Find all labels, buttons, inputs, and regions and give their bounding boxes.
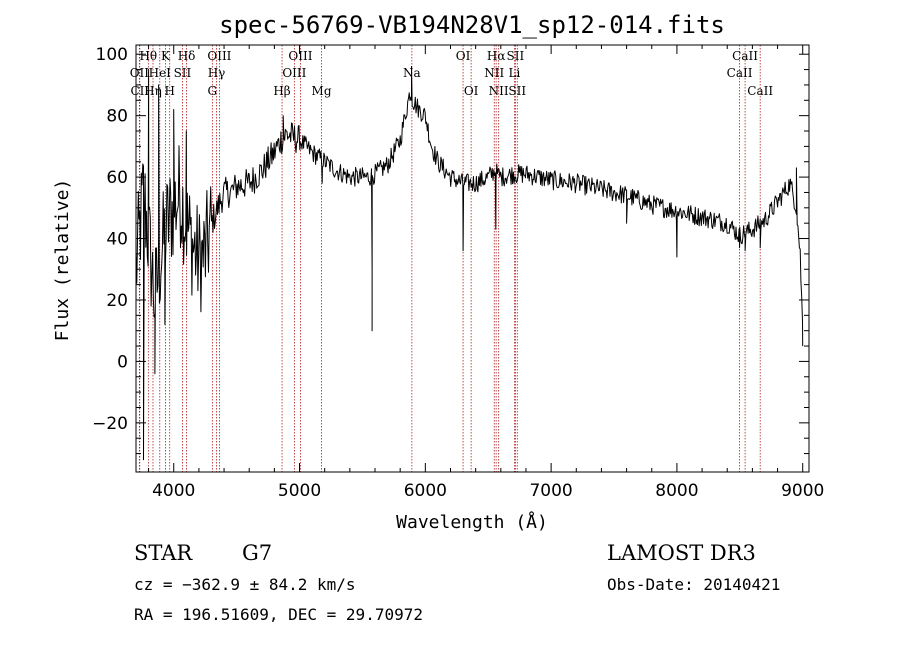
y-axis-ticks: −20 0 20 40 60 80 100 [92,45,809,455]
spectral-line-label: K [161,49,171,63]
spectral-line-label: CII [130,84,149,98]
object-subclass: G7 [242,541,272,565]
spectral-line-label: NII [484,66,504,80]
spectral-line-label: OIII [282,66,306,80]
y-tick-label: 100 [96,45,128,65]
spectral-line-label: Hα [487,49,506,63]
spectral-line-label: Li [508,66,520,80]
y-tick-label: 40 [106,230,128,250]
x-tick-label: 5000 [278,481,321,501]
chart-title: spec-56769-VB194N28V1_sp12-014.fits [219,11,725,39]
spectral-line-label: OI [464,84,479,98]
spectral-line-label: Mg [312,84,332,98]
spectral-line-label: Hβ [273,84,290,98]
plot-frame [135,44,810,473]
spectral-line-label: Hδ [178,49,196,63]
spectral-line-label: NII [489,84,509,98]
x-axis-ticks: 4000 5000 6000 7000 8000 9000 [148,45,824,501]
observation-date: Obs-Date: 20140421 [607,575,780,594]
spectral-line-label: HeI [149,66,172,80]
spectral-line-label: CaII [747,84,773,98]
spectrum-line [135,66,804,461]
y-axis-label: Flux (relative) [52,179,73,342]
spectral-line-label: G [208,84,218,98]
spectral-line-label: CaII [732,49,758,63]
spectral-line-label: SII [508,84,526,98]
x-tick-label: 6000 [404,481,447,501]
y-tick-label: 20 [106,291,128,311]
coordinates-info: RA = 196.51609, DEC = 29.70972 [134,605,423,624]
redshift-info: cz = −362.9 ± 84.2 km/s [134,575,356,594]
spectral-line-label: OII [130,66,150,80]
spectral-line-label: Hγ [208,66,226,80]
spectral-line-label: SII [174,66,192,80]
y-tick-label: −20 [92,414,128,434]
x-tick-label: 7000 [529,481,572,501]
y-tick-label: 60 [106,168,128,188]
spectral-line-label: OI [456,49,471,63]
survey-name: LAMOST DR3 [607,541,756,565]
spectral-line-label: Hθ [139,49,157,63]
spectral-line-label: Hη [144,84,162,98]
spectral-line-label: CaII [727,66,753,80]
spectral-line-label: OIII [207,49,231,63]
spectral-line-label: H [164,84,174,98]
object-class: STAR [134,541,193,565]
y-tick-label: 0 [117,352,128,372]
x-tick-label: 4000 [152,481,195,501]
spectral-line-label: OIII [288,49,312,63]
y-tick-label: 80 [106,107,128,127]
x-axis-label: Wavelength (Å) [396,511,548,533]
spectral-line-label: SII [507,49,525,63]
x-tick-label: 8000 [655,481,698,501]
spectrum-series [135,66,804,461]
x-tick-label: 9000 [781,481,824,501]
spectral-line-markers [138,45,761,472]
